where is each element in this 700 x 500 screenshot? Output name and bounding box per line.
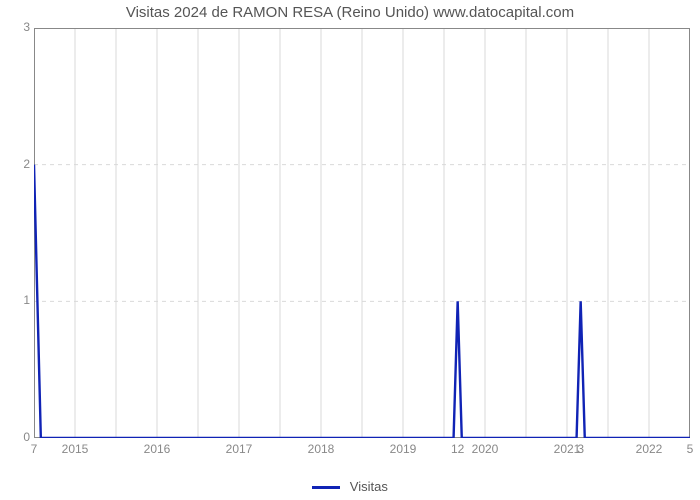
y-tick-label: 2 bbox=[6, 157, 30, 171]
x-tick-label: 2017 bbox=[219, 442, 259, 456]
x-top-label: 7 bbox=[14, 442, 54, 456]
x-top-label: 3 bbox=[561, 442, 601, 456]
x-tick-label: 2022 bbox=[629, 442, 669, 456]
chart-legend: Visitas bbox=[0, 479, 700, 494]
x-tick-label: 2016 bbox=[137, 442, 177, 456]
x-top-label: 12 bbox=[438, 442, 478, 456]
y-tick-label: 3 bbox=[6, 20, 30, 34]
x-top-label: 5 bbox=[670, 442, 700, 456]
y-tick-label: 1 bbox=[6, 293, 30, 307]
chart-container: Visitas 2024 de RAMON RESA (Reino Unido)… bbox=[0, 0, 700, 500]
legend-label: Visitas bbox=[350, 479, 388, 494]
chart-plot bbox=[34, 28, 690, 438]
x-tick-label: 2018 bbox=[301, 442, 341, 456]
legend-swatch bbox=[312, 486, 340, 489]
x-tick-label: 2019 bbox=[383, 442, 423, 456]
chart-title: Visitas 2024 de RAMON RESA (Reino Unido)… bbox=[0, 4, 700, 21]
x-tick-label: 2015 bbox=[55, 442, 95, 456]
